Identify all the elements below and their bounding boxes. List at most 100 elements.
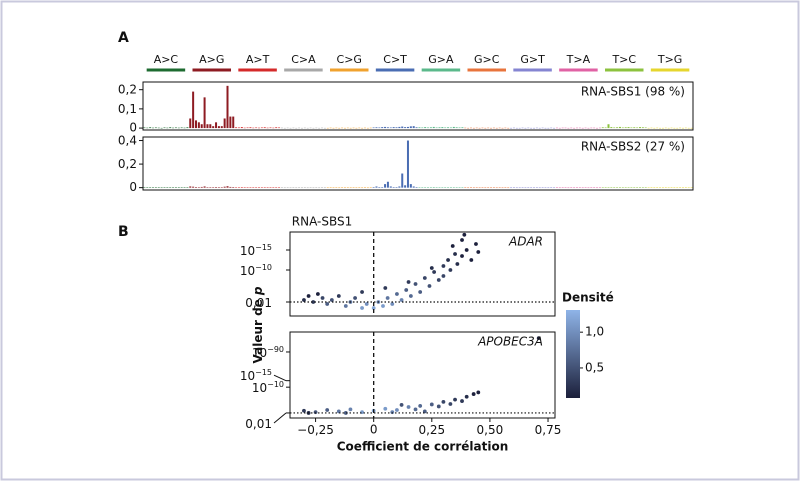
- bar: [427, 127, 430, 129]
- bar: [404, 127, 407, 129]
- bar: [412, 186, 415, 188]
- bar: [527, 127, 530, 129]
- point: [455, 262, 460, 266]
- bar: [461, 127, 464, 129]
- bar: [490, 127, 493, 129]
- bar: [512, 127, 515, 129]
- bar: [647, 187, 650, 189]
- bar: [174, 187, 177, 188]
- bar: [389, 186, 392, 188]
- bar: [664, 127, 667, 129]
- bar: [223, 118, 226, 129]
- panel-label: B: [118, 224, 129, 240]
- y-tick-label-base: 0,01: [245, 416, 272, 430]
- bar: [661, 127, 664, 129]
- bar: [169, 187, 172, 188]
- bar: [298, 187, 301, 188]
- bar: [478, 127, 481, 129]
- bar: [312, 187, 315, 189]
- bar: [404, 185, 407, 188]
- bar: [232, 116, 235, 129]
- bar: [653, 187, 656, 189]
- bar: [226, 186, 229, 188]
- bar: [455, 127, 458, 129]
- bar: [495, 187, 498, 189]
- bar: [323, 127, 326, 129]
- bar: [269, 187, 272, 188]
- bar: [395, 187, 398, 188]
- bar: [163, 127, 166, 129]
- point: [325, 408, 330, 412]
- bar: [174, 127, 177, 129]
- point: [413, 282, 418, 286]
- bar: [621, 127, 624, 129]
- bar: [206, 124, 209, 129]
- bar: [601, 187, 604, 188]
- point: [390, 410, 395, 415]
- bar: [487, 127, 490, 129]
- point: [383, 406, 388, 411]
- bar: [661, 187, 664, 189]
- bar: [429, 187, 432, 188]
- point: [306, 294, 311, 298]
- bar: [544, 187, 547, 189]
- bar: [558, 187, 561, 189]
- bar: [215, 187, 218, 188]
- bar: [160, 187, 163, 189]
- bar: [343, 187, 346, 189]
- y-tick-label-base: 10: [252, 345, 267, 359]
- bar: [564, 127, 567, 129]
- bar: [435, 127, 438, 129]
- bar: [469, 187, 472, 188]
- bar: [292, 127, 295, 129]
- bar: [444, 127, 447, 129]
- leader-line: [273, 374, 287, 382]
- bar: [507, 127, 510, 129]
- point: [460, 399, 464, 403]
- bar: [570, 127, 573, 129]
- bar: [349, 187, 352, 189]
- bar: [215, 122, 218, 129]
- y-tick-label: 10−15: [240, 368, 272, 383]
- bar: [515, 187, 518, 189]
- bar: [690, 127, 693, 129]
- point: [302, 298, 306, 302]
- x-tick-label-base: 0,75: [535, 423, 562, 437]
- bar: [263, 127, 266, 129]
- point: [432, 270, 437, 274]
- bar: [361, 187, 364, 189]
- y-tick-label-exponent: −15: [255, 243, 272, 252]
- bar: [581, 127, 584, 129]
- x-tick-label: 0,50: [477, 423, 504, 437]
- bar: [381, 127, 384, 129]
- bar: [558, 127, 561, 129]
- bar: [607, 187, 610, 188]
- point: [464, 394, 469, 399]
- bar: [395, 127, 398, 129]
- bar: [229, 116, 232, 129]
- bar: [687, 187, 690, 189]
- x-axis-label: Coefficient de corrélation: [337, 440, 508, 454]
- point: [302, 408, 306, 413]
- bar: [447, 187, 450, 188]
- bar: [406, 140, 409, 188]
- bar: [252, 127, 255, 129]
- bar: [375, 186, 378, 188]
- mutation-type-label: G>A: [428, 53, 454, 66]
- bar: [610, 127, 613, 129]
- bar: [160, 127, 163, 129]
- x-tick-label: 0: [370, 423, 378, 437]
- bar: [278, 127, 281, 129]
- signature-label: RNA-SBS1 (98 %): [581, 85, 685, 99]
- bar: [169, 127, 172, 129]
- point: [315, 292, 320, 296]
- bar: [398, 186, 401, 188]
- bar: [269, 127, 272, 129]
- bar: [260, 127, 263, 129]
- point: [395, 408, 399, 412]
- point: [406, 280, 411, 284]
- bar: [172, 187, 175, 188]
- bar: [541, 187, 544, 188]
- bar: [664, 187, 667, 188]
- bar: [461, 187, 464, 188]
